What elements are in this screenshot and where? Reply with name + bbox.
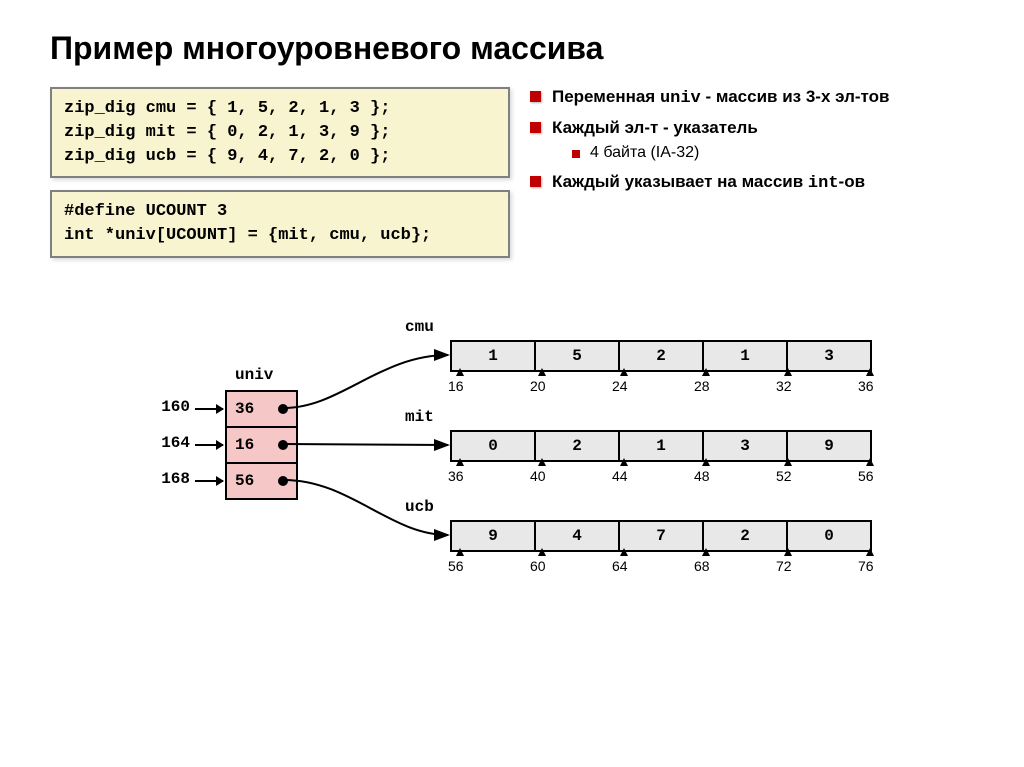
bullet-3-mono: int — [808, 174, 839, 193]
univ-cell-1: 16 — [226, 427, 297, 463]
array-cmu: 1 5 2 1 3 — [450, 340, 872, 372]
mit-ticks: 36 40 44 48 52 56 — [448, 468, 888, 484]
univ-label: univ — [235, 366, 273, 384]
addr-0: 160 — [145, 398, 190, 416]
ucb-cell-4: 0 — [787, 521, 871, 551]
ucb-ticks: 56 60 64 68 72 76 — [448, 558, 888, 574]
addr-arrow-2 — [195, 480, 223, 482]
top-section: zip_dig cmu = { 1, 5, 2, 1, 3 }; zip_dig… — [50, 87, 974, 270]
pointer-dot-icon — [278, 440, 288, 450]
mit-cell-1: 2 — [535, 431, 619, 461]
bullet-list: Переменная univ - массив из 3-х эл-тов К… — [530, 87, 974, 193]
code-box-define: #define UCOUNT 3 int *univ[UCOUNT] = {mi… — [50, 190, 510, 258]
univ-cell-0: 36 — [226, 391, 297, 427]
addr-arrow-0 — [195, 408, 223, 410]
array-mit: 0 2 1 3 9 — [450, 430, 872, 462]
bullet-2: Каждый эл-т - указатель 4 байта (IA-32) — [530, 118, 974, 162]
array-label-mit: mit — [405, 408, 434, 426]
cmu-ticks: 16 20 24 28 32 36 — [448, 378, 888, 394]
mit-cell-4: 9 — [787, 431, 871, 461]
mit-cell-0: 0 — [451, 431, 535, 461]
array-ucb: 9 4 7 2 0 — [450, 520, 872, 552]
cmu-cell-0: 1 — [451, 341, 535, 371]
bullet-1-post: - массив из 3-х эл-тов — [701, 87, 890, 106]
memory-diagram: univ 36 16 56 160 164 168 cmu mit ucb 1 … — [50, 320, 974, 650]
addr-2: 168 — [145, 470, 190, 488]
cmu-cell-4: 3 — [787, 341, 871, 371]
ucb-cell-2: 7 — [619, 521, 703, 551]
ucb-cell-0: 9 — [451, 521, 535, 551]
pointer-dot-icon — [278, 404, 288, 414]
bullets-column: Переменная univ - массив из 3-х эл-тов К… — [530, 87, 974, 203]
cmu-cell-2: 2 — [619, 341, 703, 371]
addr-arrow-1 — [195, 444, 223, 446]
univ-table: 36 16 56 — [225, 390, 298, 500]
bullet-1: Переменная univ - массив из 3-х эл-тов — [530, 87, 974, 108]
ucb-cell-3: 2 — [703, 521, 787, 551]
array-label-ucb: ucb — [405, 498, 434, 516]
bullet-2-sub-1: 4 байта (IA-32) — [572, 144, 974, 162]
code-box-arrays: zip_dig cmu = { 1, 5, 2, 1, 3 }; zip_dig… — [50, 87, 510, 178]
page-title: Пример многоуровневого массива — [50, 30, 974, 67]
bullet-3-post: -ов — [839, 172, 866, 191]
univ-cell-2: 56 — [226, 463, 297, 499]
bullet-3-pre: Каждый указывает на массив — [552, 172, 808, 191]
code-column: zip_dig cmu = { 1, 5, 2, 1, 3 }; zip_dig… — [50, 87, 510, 270]
bullet-1-pre: Переменная — [552, 87, 660, 106]
cmu-cell-3: 1 — [703, 341, 787, 371]
pointer-dot-icon — [278, 476, 288, 486]
bullet-3: Каждый указывает на массив int-ов — [530, 172, 974, 193]
ucb-cell-1: 4 — [535, 521, 619, 551]
addr-1: 164 — [145, 434, 190, 452]
bullet-2-sub: 4 байта (IA-32) — [572, 144, 974, 162]
bullet-2-text: Каждый эл-т - указатель — [552, 118, 758, 137]
bullet-1-mono: univ — [660, 89, 701, 108]
cmu-cell-1: 5 — [535, 341, 619, 371]
array-label-cmu: cmu — [405, 318, 434, 336]
mit-cell-3: 3 — [703, 431, 787, 461]
mit-cell-2: 1 — [619, 431, 703, 461]
